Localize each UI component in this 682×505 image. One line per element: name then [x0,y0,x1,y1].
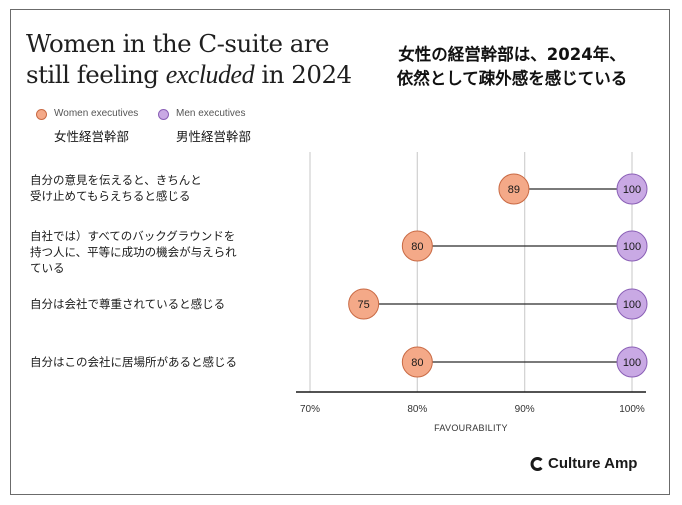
title-ja-line-2: 依然として疎外感を感じている [396,69,628,88]
row-label-line: 自分の意見を伝えると、きちんと [30,173,202,187]
row-label-line: 自社では）すべてのバックグラウンドを [30,229,236,243]
x-tick-label: 80% [407,404,427,415]
row-label: 自分はこの会社に居場所があると感じる [30,354,288,370]
row-label: 自分の意見を伝えると、きちんと 受け止めてもらえちると感じる [30,172,288,204]
x-tick-label: 90% [515,404,535,415]
title-english: Women in the C-suite are still feeling e… [26,28,366,90]
men-point [616,346,648,378]
men-value-label: 100 [623,241,641,253]
brand-name: Culture Amp [548,455,638,472]
title-line-1: Women in the C-suite are [26,29,330,58]
men-value-label: 100 [623,357,641,369]
chart-frame [10,9,670,495]
row-label: 自分は会社で尊重されていると感じる [30,296,288,312]
women-value-label: 75 [358,299,370,311]
legend-men-label-ja: 男性経営幹部 [176,129,252,144]
title-ja-line-1: 女性の経営幹部は、2024年、 [398,45,626,64]
women-point [401,346,433,378]
x-tick-label: 70% [300,404,320,415]
title-japanese: 女性の経営幹部は、2024年、 依然として疎外感を感じている [372,43,652,91]
legend-women-swatch [36,109,47,120]
legend-men-swatch [158,109,169,120]
women-point [498,173,530,205]
legend-women-label-ja: 女性経営幹部 [54,129,130,144]
row-label-line: ている [30,261,65,275]
women-value-label: 80 [411,357,423,369]
men-point [616,173,648,205]
row-label-line: 受け止めてもらえちると感じる [30,189,191,203]
men-value-label: 100 [623,184,641,196]
x-tick-label: 100% [619,404,645,415]
legend-men-label: Men executives [176,108,246,119]
women-point [348,288,380,320]
men-point [616,230,648,262]
title-line-2: still feeling excluded in 2024 [26,60,352,89]
men-value-label: 100 [623,299,641,311]
women-point [401,230,433,262]
women-value-label: 89 [508,184,520,196]
title-emphasis: excluded [165,60,255,89]
x-axis-title: FAVOURABILITY [434,423,508,433]
culture-amp-logo-icon [530,457,543,471]
row-label-line: 持つ人に、平等に成功の機会が与えられ [30,245,237,259]
row-label-line: 自分はこの会社に居場所があると感じる [30,355,237,369]
women-value-label: 80 [411,241,423,253]
legend-women-label: Women executives [54,108,139,119]
row-label: 自社では）すべてのバックグラウンドを 持つ人に、平等に成功の機会が与えられ ている [30,228,288,276]
row-label-line: 自分は会社で尊重されていると感じる [30,297,226,311]
men-point [616,288,648,320]
